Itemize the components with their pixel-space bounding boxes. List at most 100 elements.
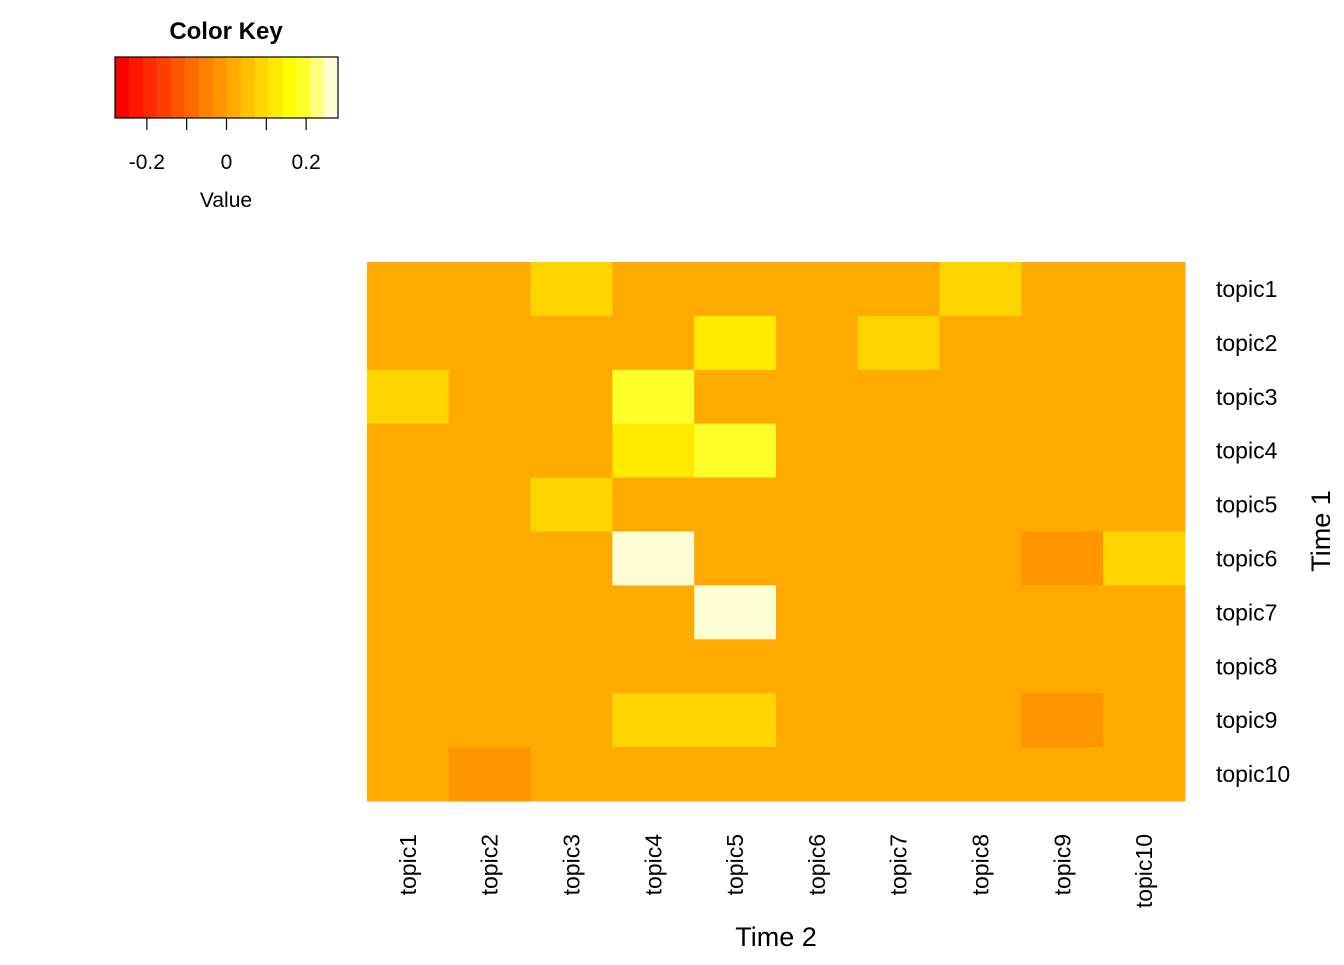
heatmap-cell [530,585,613,640]
heatmap-cell [694,262,777,317]
heatmap-cell [612,693,695,748]
heatmap-cell [530,315,613,371]
x-axis-title: Time 2 [735,922,817,952]
heatmap-cell [530,262,613,317]
column-label: topic10 [1131,834,1157,908]
heatmap-cell [1021,477,1104,532]
heatmap-cell [776,262,859,317]
heatmap-cell [612,639,695,694]
color-key-band [254,57,269,118]
heatmap-cell [448,315,532,371]
heatmap-cell [1021,747,1104,802]
heatmap-cell [612,315,695,371]
heatmap-cell [530,369,613,425]
heatmap-cell [776,369,859,425]
heatmap-cells [367,262,1186,802]
row-labels: topic1 topic2 topic3 topic4 topic5 topic6 topi… [1216,276,1290,787]
heatmap-cell [612,585,695,640]
heatmap-cell [530,423,613,479]
row-label: topic2 [1216,330,1277,356]
column-label: topic8 [968,834,994,895]
row-label: topic10 [1216,761,1290,787]
heatmap-cell [1021,262,1104,317]
heatmap-cell [530,477,613,532]
color-key-tick-label: 0 [221,151,233,174]
column-label: topic7 [886,834,912,895]
color-key-title: Color Key [169,18,283,45]
heatmap-cell [1103,693,1186,748]
row-label: topic6 [1216,545,1277,571]
heatmap-cell [367,315,450,371]
heatmap-cell [448,693,532,748]
heatmap-cell [530,747,613,802]
color-key-band [268,57,283,118]
heatmap-cell [1103,477,1186,532]
row-label: topic5 [1216,492,1277,518]
heatmap-cell [1021,693,1104,748]
heatmap-cell [612,423,695,479]
heatmap-cell [857,639,941,694]
heatmap-cell [694,423,777,479]
row-label: topic9 [1216,707,1277,733]
row-label: topic4 [1216,438,1278,464]
heatmap-cell [448,639,532,694]
color-key-tick-label: 0.2 [292,151,321,174]
heatmap-cell [939,423,1022,479]
color-key-band [128,57,144,118]
heatmap-cell [694,369,777,425]
heatmap-cell [530,693,613,748]
heatmap-cell [1103,747,1186,802]
heatmap-cell [448,262,532,317]
column-label: topic5 [722,834,748,895]
heatmap-cell [694,315,777,371]
heatmap-cell [939,315,1022,371]
heatmap-cell [939,369,1022,425]
heatmap-cell [1103,423,1186,479]
heatmap-cell [939,747,1022,802]
color-key-axis: -0.2 0 0.2 [129,118,321,174]
heatmap-cell [939,477,1022,532]
color-key-band [324,57,339,118]
heatmap-cell [530,531,613,586]
y-axis-title: Time 1 [1306,490,1336,572]
heatmap-cell [367,693,450,748]
column-label: topic3 [559,834,585,895]
heatmap-cell [1021,369,1104,425]
heatmap-cell [448,477,532,532]
heatmap-cell [857,423,941,479]
heatmap-cell [939,262,1022,317]
heatmap-cell [448,369,532,425]
heatmap-cell [1021,639,1104,694]
color-key-band [296,57,311,118]
row-label: topic8 [1216,653,1277,679]
heatmap-cell [1021,423,1104,479]
heatmap-cell [776,423,859,479]
row-label: topic7 [1216,599,1277,625]
heatmap-cell [612,262,695,317]
heatmap-cell [367,585,450,640]
column-labels: topic1 topic2 topic3 topic4 topic5 topic6 topi… [395,834,1157,908]
heatmap-cell [776,315,859,371]
column-label: topic2 [477,834,503,895]
color-key-band [310,57,325,118]
heatmap-cell [448,585,532,640]
heatmap-cell [694,639,777,694]
heatmap-cell [857,477,941,532]
heatmap-cell [857,369,941,425]
heatmap-cell [367,262,450,317]
color-key-band [156,57,172,118]
heatmap-cell [857,531,941,586]
color-key-band [226,57,242,118]
heatmap-cell [694,747,777,802]
heatmap-cell [939,639,1022,694]
heatmap-cell [612,531,695,586]
heatmap-cell [1103,315,1186,371]
column-label: topic4 [640,834,666,896]
heatmap-cell [939,693,1022,748]
heatmap-cell [1021,531,1104,586]
color-key-band [170,57,186,118]
heatmap-cell [776,639,859,694]
color-key-band [115,57,130,118]
heatmap-cell [776,585,859,640]
